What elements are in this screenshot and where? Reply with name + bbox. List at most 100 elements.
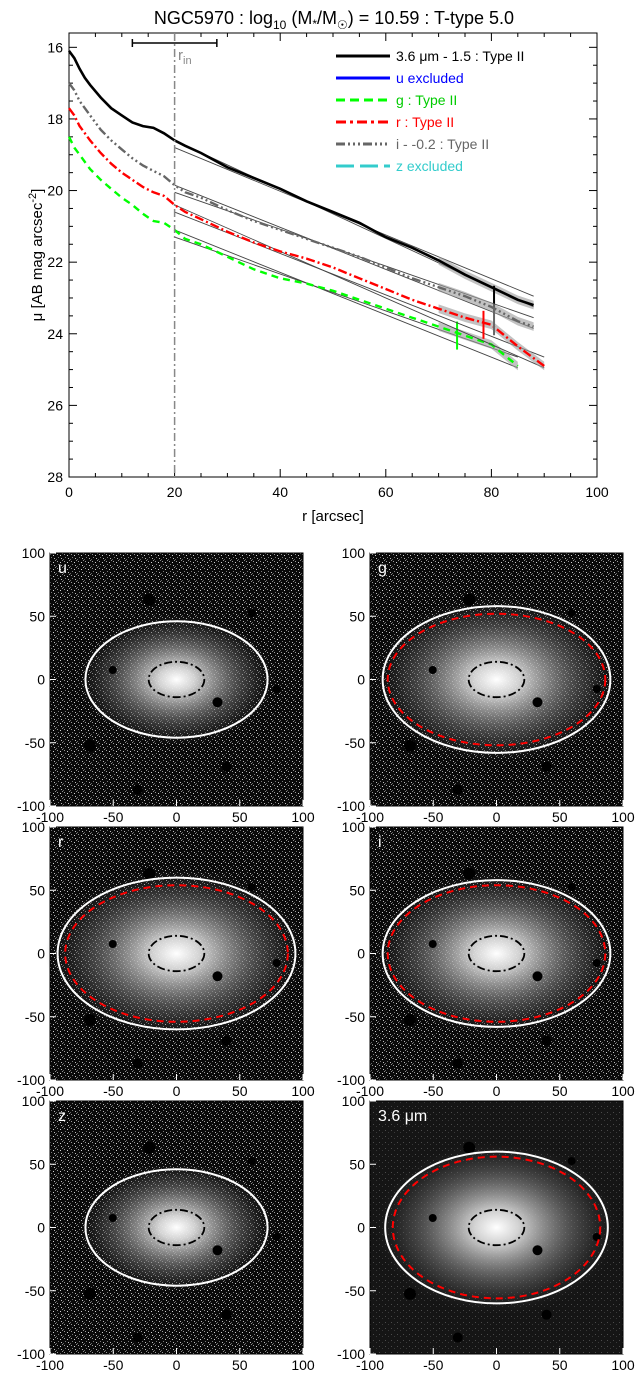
- mask-blob: [212, 697, 223, 708]
- panel-y-tick-label: -100: [337, 1346, 365, 1362]
- break-ellipse: [391, 1155, 602, 1300]
- panel-3: r -100 -50 0 50 100 100 50 0 -50 -100: [17, 819, 315, 1099]
- panel-x-tick-label: -50: [103, 809, 123, 825]
- outer-ellipse: [381, 605, 612, 754]
- mask-blob: [221, 761, 232, 772]
- inner-ellipse: [467, 934, 526, 973]
- y-axis-title: μ [AB mag arcsec-2]: [27, 189, 46, 322]
- galaxy-image: [374, 1140, 619, 1315]
- profile-curves: [67, 50, 545, 371]
- error-band: [438, 304, 545, 371]
- x-tick-label: 80: [484, 484, 500, 500]
- mask-blob: [83, 1287, 96, 1300]
- mask-blob: [132, 784, 143, 795]
- legend-label-i: i - -0.2 : Type II: [396, 136, 489, 152]
- panel-x-tick-label: 50: [232, 1357, 248, 1373]
- panel-x-tick-label: 50: [552, 1083, 568, 1099]
- inner-ellipse: [147, 934, 206, 973]
- series-line-3: [68, 107, 545, 367]
- panel-y-tick-label: -100: [17, 1346, 45, 1362]
- fit-line-inner: [174, 184, 534, 329]
- panel-4: i -100 -50 0 50 100 100 50 0 -50 -100: [337, 819, 635, 1099]
- rin-annotation: rin: [131, 33, 218, 477]
- panel-label: r: [58, 834, 64, 851]
- panel-x-tick-label: 0: [493, 1083, 501, 1099]
- panel-y-tick-label: -100: [337, 798, 365, 814]
- x-tick-label: 100: [585, 484, 609, 500]
- panel-5: z -100 -50 0 50 100 100 50 0 -50 -100: [17, 1093, 315, 1373]
- fit-line-inner: [174, 229, 518, 369]
- panel-y-tick-label: 100: [22, 1093, 46, 1109]
- panel-y-tick-label: -50: [25, 1009, 45, 1025]
- panel-y-tick-label: 100: [22, 545, 46, 561]
- mask-blob: [452, 784, 463, 795]
- rin-label: rin: [178, 47, 192, 67]
- panel-x-tick-label: -100: [356, 1357, 384, 1373]
- mask-blob: [247, 1157, 256, 1166]
- y-tick-label: 24: [47, 326, 63, 342]
- mask-blob: [212, 971, 223, 982]
- fit-line-inner: [174, 204, 545, 369]
- panel-x-tick-label: 100: [291, 809, 315, 825]
- legend: 3.6 μm - 1.5 : Type II u excluded g : Ty…: [336, 48, 524, 174]
- panel-x-tick-label: -100: [356, 1083, 384, 1099]
- mask-blob: [108, 666, 117, 675]
- mask-blob: [428, 666, 437, 675]
- panel-x-tick-label: 0: [173, 1357, 181, 1373]
- mask-blob: [212, 1245, 223, 1256]
- panel-y-tick-label: 50: [349, 1156, 365, 1172]
- legend-label-r: r : Type II: [396, 114, 454, 130]
- y-tick-label: 26: [47, 397, 63, 413]
- panel-x-tick-label: -100: [356, 809, 384, 825]
- panel-y-tick-label: 0: [37, 946, 45, 962]
- mask-blob: [221, 1035, 232, 1046]
- mask-blob: [541, 1035, 552, 1046]
- mask-blob: [428, 940, 437, 949]
- panel-label: z: [58, 1108, 66, 1125]
- panel-x-tick-label: -100: [36, 809, 64, 825]
- panel-y-tick-label: -50: [345, 1009, 365, 1025]
- panel-y-tick-label: 50: [29, 882, 45, 898]
- mask-blob: [532, 971, 543, 982]
- break-ellipse: [64, 884, 289, 1023]
- panel-x-tick-label: -50: [423, 1357, 443, 1373]
- panel-y-tick-label: -50: [25, 735, 45, 751]
- panel-y-tick-label: 0: [357, 1220, 365, 1236]
- panel-x-tick-label: 100: [611, 1357, 635, 1373]
- mask-blob: [108, 1214, 117, 1223]
- x-tick-label: 60: [378, 484, 394, 500]
- mask-blob: [567, 883, 576, 892]
- mask-blob: [403, 1013, 416, 1026]
- mask-blob: [132, 1332, 143, 1343]
- panel-x-tick-label: 0: [173, 809, 181, 825]
- panel-y-tick-label: 50: [349, 608, 365, 624]
- mask-blob: [567, 1157, 576, 1166]
- panel-x-tick-label: -50: [423, 1083, 443, 1099]
- outer-ellipse: [384, 1150, 609, 1305]
- mask-blob: [132, 1058, 143, 1069]
- outer-ellipse: [84, 1168, 269, 1287]
- inner-ellipse: [467, 660, 526, 699]
- mask-blob: [567, 609, 576, 618]
- mask-blob: [532, 697, 543, 708]
- mask-blob: [428, 1214, 437, 1223]
- mask-blob: [452, 1058, 463, 1069]
- panel-x-tick-label: 0: [493, 809, 501, 825]
- mask-blob: [272, 684, 281, 693]
- panel-y-tick-label: 0: [357, 946, 365, 962]
- panel-x-tick-label: -50: [423, 809, 443, 825]
- inner-ellipse: [147, 660, 206, 699]
- panel-y-tick-label: 0: [37, 672, 45, 688]
- mask-blob: [532, 1245, 543, 1256]
- mask-blob: [463, 593, 476, 606]
- panel-y-tick-label: 50: [29, 608, 45, 624]
- mask-blob: [592, 1232, 601, 1241]
- panel-x-tick-label: 50: [232, 1083, 248, 1099]
- mask-blob: [143, 1141, 156, 1154]
- panel-y-tick-label: 0: [357, 672, 365, 688]
- mask-blob: [403, 1287, 416, 1300]
- mask-blob: [221, 1309, 232, 1320]
- x-tick-label: 0: [65, 484, 73, 500]
- mask-blob: [143, 867, 156, 880]
- panel-x-tick-label: 0: [493, 1357, 501, 1373]
